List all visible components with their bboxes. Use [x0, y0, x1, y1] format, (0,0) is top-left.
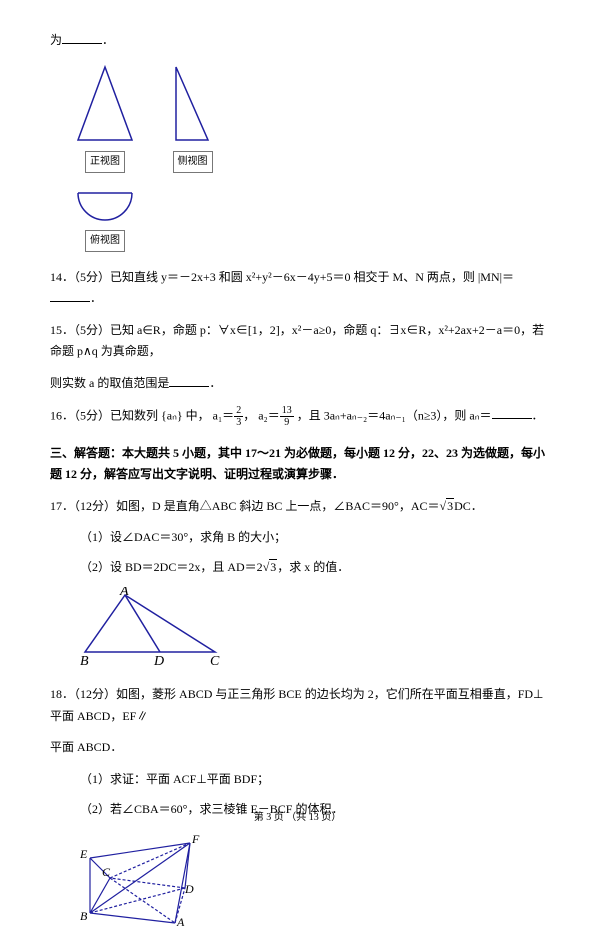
svg-text:C: C — [210, 654, 220, 667]
question-17: 17．（12分）如图，D 是直角△ABC 斜边 BC 上一点，∠BAC＝90°，… — [50, 496, 545, 674]
q18-svg: E F C D B A — [80, 828, 230, 928]
footer-text: 第 3 页 （共 13 页） — [254, 812, 342, 823]
q13-blank — [62, 30, 102, 44]
front-view-label: 正视图 — [85, 151, 125, 173]
q17-ac-suffix: DC． — [454, 499, 483, 513]
svg-text:D: D — [184, 882, 194, 896]
top-view-svg — [70, 188, 140, 226]
svg-text:A: A — [119, 587, 129, 599]
svg-text:A: A — [176, 915, 185, 928]
side-view-label: 侧视图 — [173, 151, 213, 173]
q18-text-a: 如图，菱形 ABCD 与正三角形 BCE 的边长均为 2，它们所在平面互相垂直，… — [50, 687, 544, 723]
svg-text:B: B — [80, 654, 89, 667]
q15-text-b: 则实数 a 的取值范围是 — [50, 376, 169, 390]
q16-blank — [492, 405, 532, 419]
q13-suffix: ． — [102, 33, 114, 47]
top-view: 俯视图 — [70, 188, 140, 252]
q17-number: 17． — [50, 499, 74, 513]
q18-points: （12分） — [74, 687, 116, 701]
svg-text:F: F — [191, 832, 200, 846]
side-view: 侧视图 — [170, 62, 215, 173]
q14-points: （5分） — [74, 270, 110, 284]
q17-text: 如图，D 是直角△ABC 斜边 BC 上一点，∠BAC＝90°， — [116, 499, 411, 513]
front-view: 正视图 — [70, 62, 140, 173]
q16-text-a: 已知数列 {aₙ} 中， — [110, 408, 210, 422]
svg-text:C: C — [102, 865, 111, 879]
q14-suffix: ． — [90, 291, 102, 305]
q18-number: 18． — [50, 687, 74, 701]
q18-text-b: 平面 ABCD． — [50, 740, 122, 754]
three-views-diagram: 正视图 侧视图 — [70, 62, 545, 173]
q14-blank — [50, 288, 90, 302]
q15-suffix: ． — [209, 376, 221, 390]
q17-ac-sqrt: 3 — [446, 498, 454, 513]
q15-blank — [169, 373, 209, 387]
top-view-label: 俯视图 — [85, 230, 125, 252]
q16-suffix: ． — [532, 408, 544, 422]
question-16: 16．（5分）已知数列 {aₙ} 中， a₁＝23， a₂＝139 ，且 3aₙ… — [50, 405, 545, 428]
q16-text-b: ，且 3aₙ+aₙ₋₂＝4aₙ₋₁（n≥3），则 aₙ＝ — [297, 408, 492, 422]
q17-figure: A B D C — [80, 587, 545, 675]
page-footer: 第 3 页 （共 13 页） — [0, 809, 595, 827]
q15-number: 15． — [50, 323, 74, 337]
q17-sub2: （2）设 BD＝2DC＝2x，且 AD＝2√3，求 x 的值． — [80, 557, 545, 579]
q15-points: （5分） — [74, 323, 110, 337]
question-14: 14．（5分）已知直线 y＝－2x+3 和圆 x²+y²－6x－4y+5＝0 相… — [50, 267, 545, 310]
front-view-svg — [70, 62, 140, 147]
q16-number: 16． — [50, 408, 74, 422]
q16-a2-label: a₂＝ — [258, 408, 280, 422]
q18-sub1: （1）求证：平面 ACF⊥平面 BDF； — [80, 769, 545, 791]
q16-sep: ， — [243, 408, 255, 422]
q17-points: （12分） — [74, 499, 116, 513]
q14-text: 已知直线 y＝－2x+3 和圆 x²+y²－6x－4y+5＝0 相交于 M、N … — [110, 270, 514, 284]
q17-sub1: （1）设∠DAC＝30°，求角 B 的大小； — [80, 527, 545, 549]
q14-number: 14． — [50, 270, 74, 284]
svg-text:B: B — [80, 909, 88, 923]
q18-figure: E F C D B A — [80, 828, 545, 936]
q17-sub2-a: （2）设 BD＝2DC＝2x，且 AD＝2 — [80, 560, 263, 574]
q16-a2-frac: 139 — [280, 405, 294, 428]
q17-ac-label: AC＝ — [411, 499, 440, 513]
q17-sub2-b: ，求 x 的值． — [277, 560, 349, 574]
q13-continuation: 为． — [50, 30, 545, 52]
q16-points: （5分） — [74, 408, 110, 422]
svg-text:E: E — [80, 847, 88, 861]
question-15: 15．（5分）已知 a∈R，命题 p：∀x∈[1，2]，x²－a≥0，命题 q：… — [50, 320, 545, 395]
q16-a1-frac: 23 — [234, 405, 243, 428]
svg-text:D: D — [153, 654, 164, 667]
q17-svg: A B D C — [80, 587, 230, 667]
q16-a1-label: a₁＝ — [213, 408, 235, 422]
section-3-header: 三、解答题：本大题共 5 小题，其中 17～21 为必做题，每小题 12 分，2… — [50, 443, 545, 486]
q15-text-a: 已知 a∈R，命题 p：∀x∈[1，2]，x²－a≥0，命题 q：∃x∈R，x²… — [50, 323, 544, 359]
side-view-svg — [170, 62, 215, 147]
q13-prefix: 为 — [50, 33, 62, 47]
